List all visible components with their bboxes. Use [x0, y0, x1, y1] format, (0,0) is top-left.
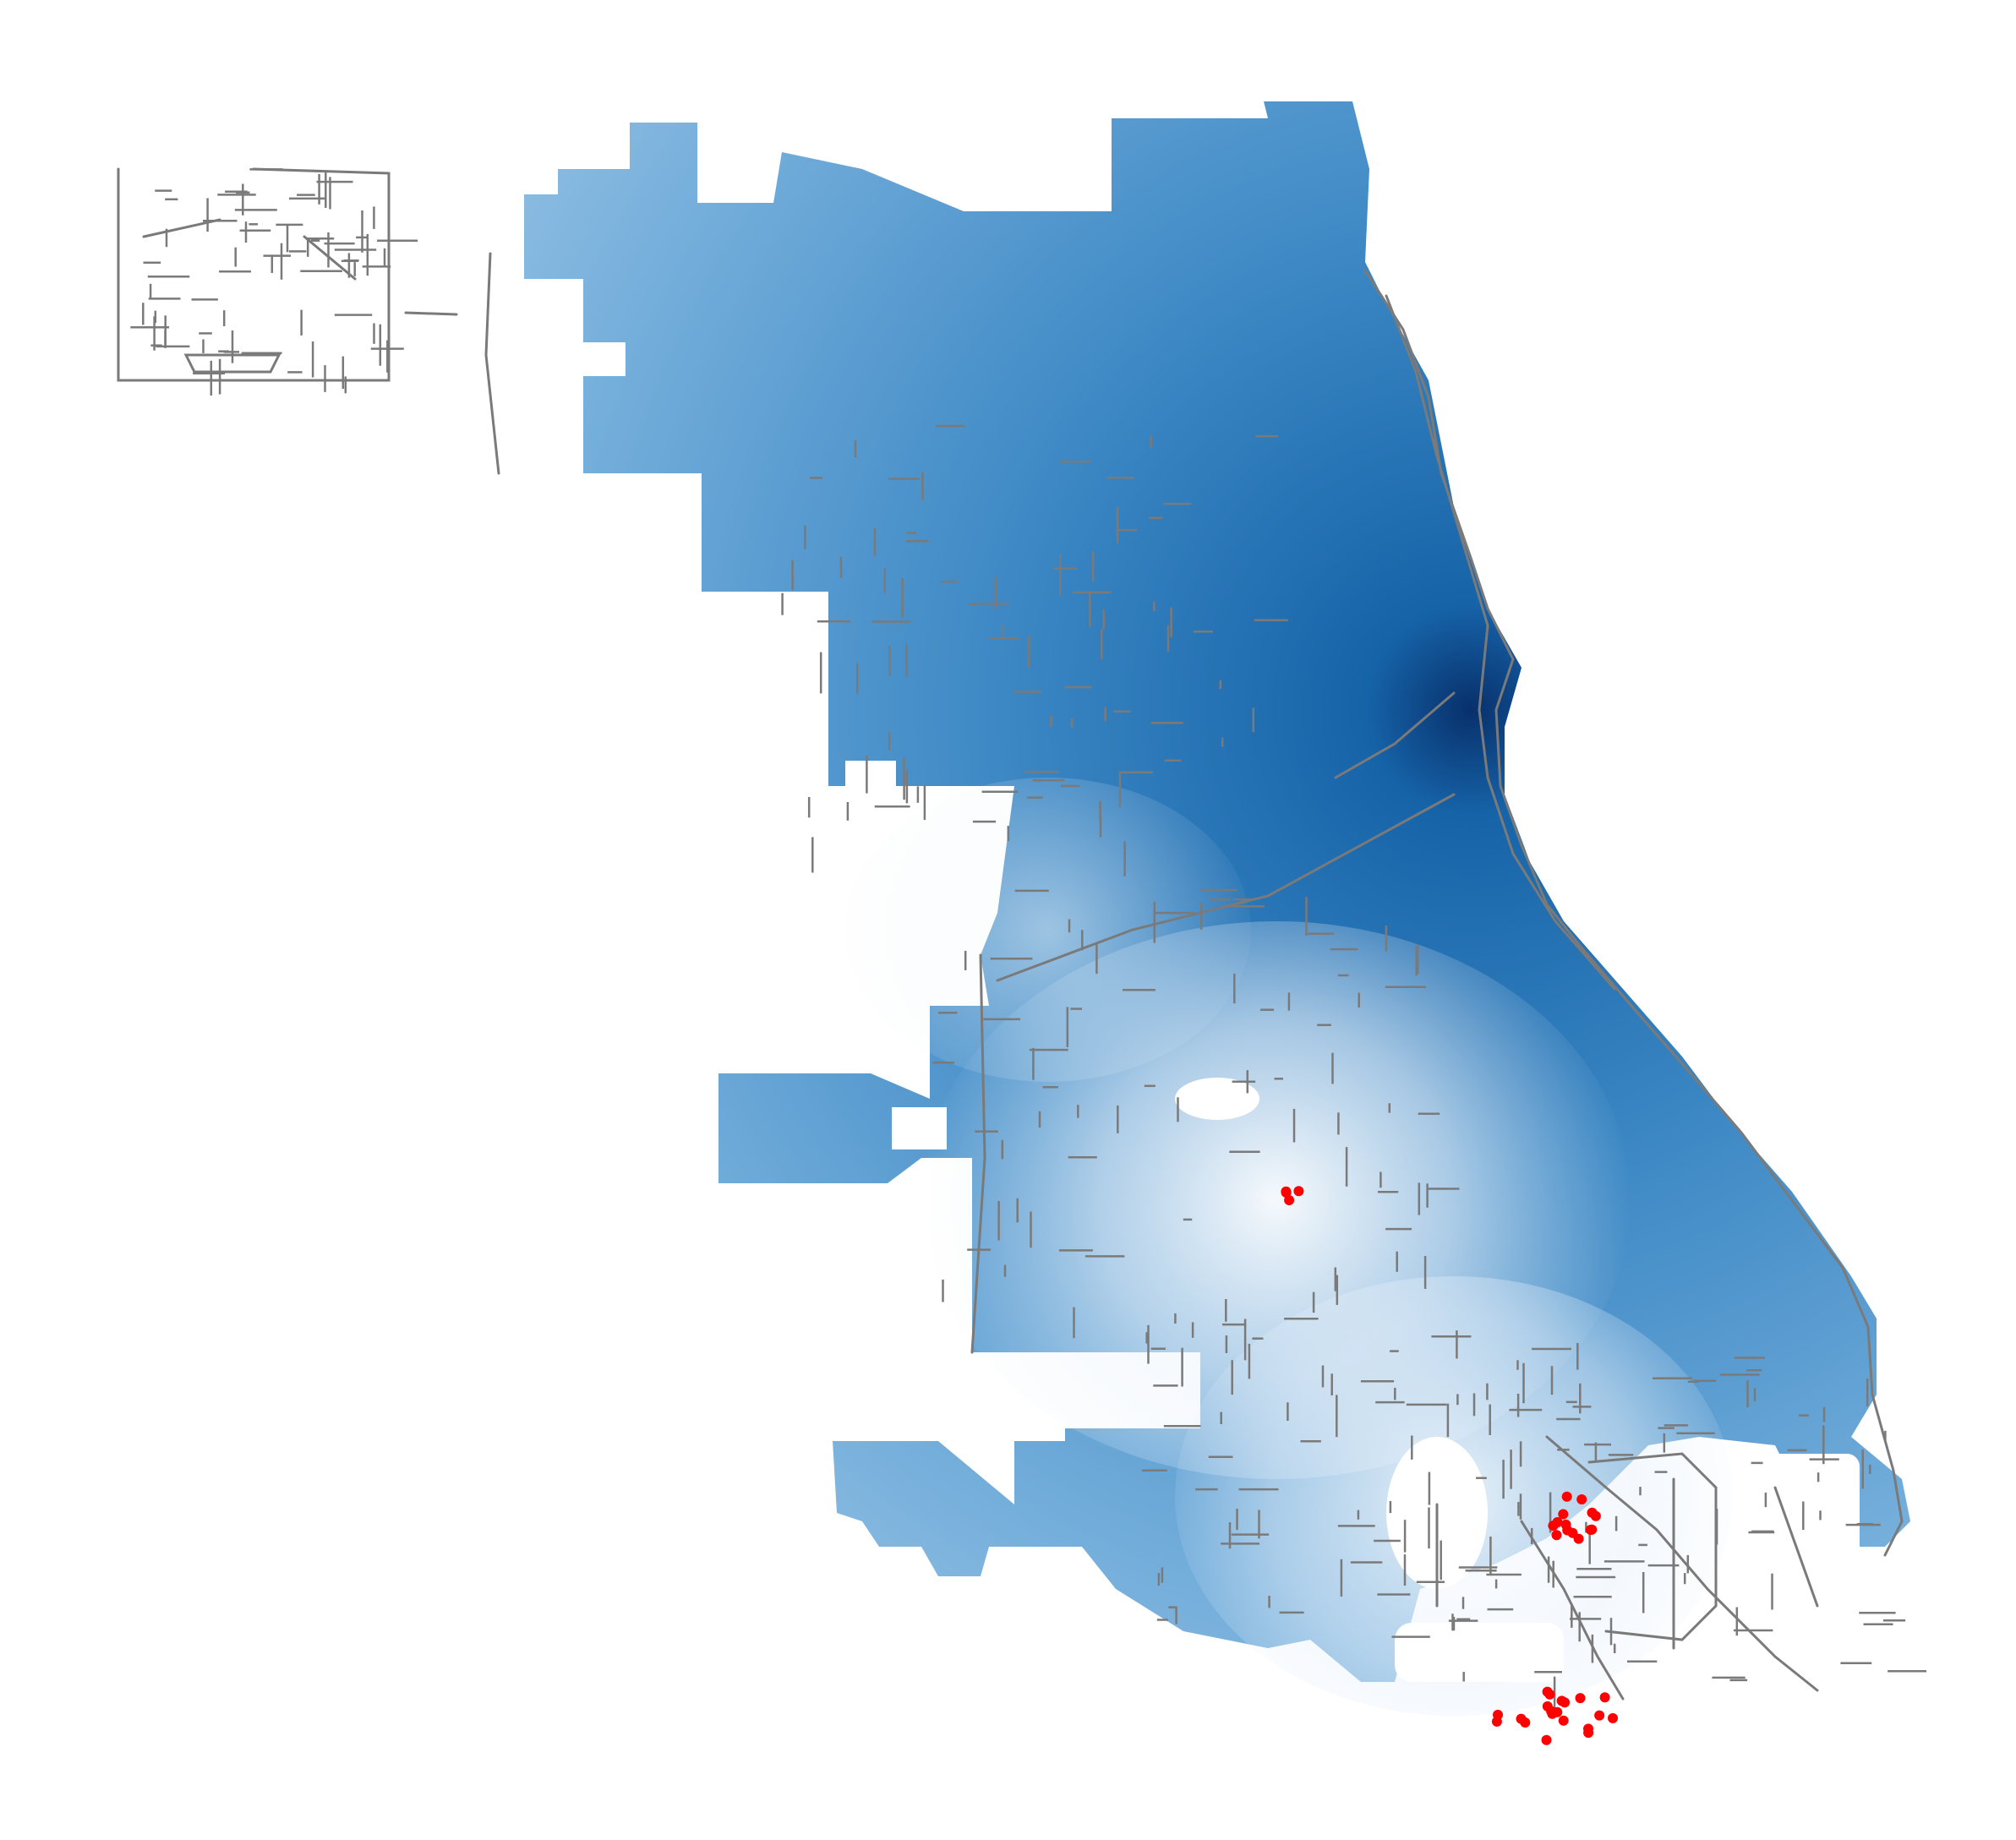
airport-outline — [117, 167, 391, 382]
highlight-point — [1561, 1491, 1572, 1502]
highlight-point — [1608, 1712, 1618, 1723]
highlight-point — [1556, 1695, 1567, 1706]
airport-connector — [404, 311, 458, 316]
road-detail — [130, 168, 1926, 1717]
highlight-point — [1281, 1186, 1292, 1197]
density-gaps — [583, 342, 1860, 1682]
density-light-regions — [845, 778, 1733, 1716]
west-edge-road-2 — [970, 953, 986, 1354]
highlight-point — [1594, 1710, 1605, 1721]
highlight-point — [1576, 1494, 1587, 1504]
west-edge-road — [484, 252, 500, 475]
airport-runway-3 — [303, 235, 357, 281]
highlight-point — [1541, 1734, 1552, 1745]
south-grid-3 — [1773, 1486, 1819, 1608]
far-south-rail — [1545, 1435, 1819, 1692]
highlight-point — [1548, 1521, 1559, 1532]
highlight-point — [1558, 1715, 1569, 1726]
lakeshore-road-inner — [1385, 294, 1616, 991]
highlight-point — [1558, 1509, 1569, 1520]
river-branch — [1334, 691, 1456, 779]
highlight-point — [1546, 1706, 1557, 1717]
far-south-rail-2 — [1520, 1520, 1625, 1701]
highlight-points — [1281, 1186, 1618, 1745]
density-surface — [524, 101, 1910, 1716]
highlight-point — [1575, 1693, 1586, 1704]
highlight-point — [1590, 1510, 1601, 1521]
highlight-point — [1551, 1530, 1562, 1541]
highlight-point — [1293, 1186, 1304, 1197]
airport-runway-1 — [183, 353, 281, 374]
highlight-point — [1583, 1723, 1593, 1734]
highlight-point — [1520, 1717, 1531, 1728]
highlight-point — [1560, 1519, 1571, 1530]
highlight-point — [1587, 1524, 1598, 1535]
highlight-point — [1599, 1692, 1610, 1703]
far-south-loop — [1587, 1452, 1718, 1641]
highlight-point — [1493, 1709, 1503, 1720]
highlight-point — [1284, 1195, 1295, 1205]
highlight-point — [1567, 1527, 1578, 1538]
highlight-point — [1544, 1689, 1555, 1700]
